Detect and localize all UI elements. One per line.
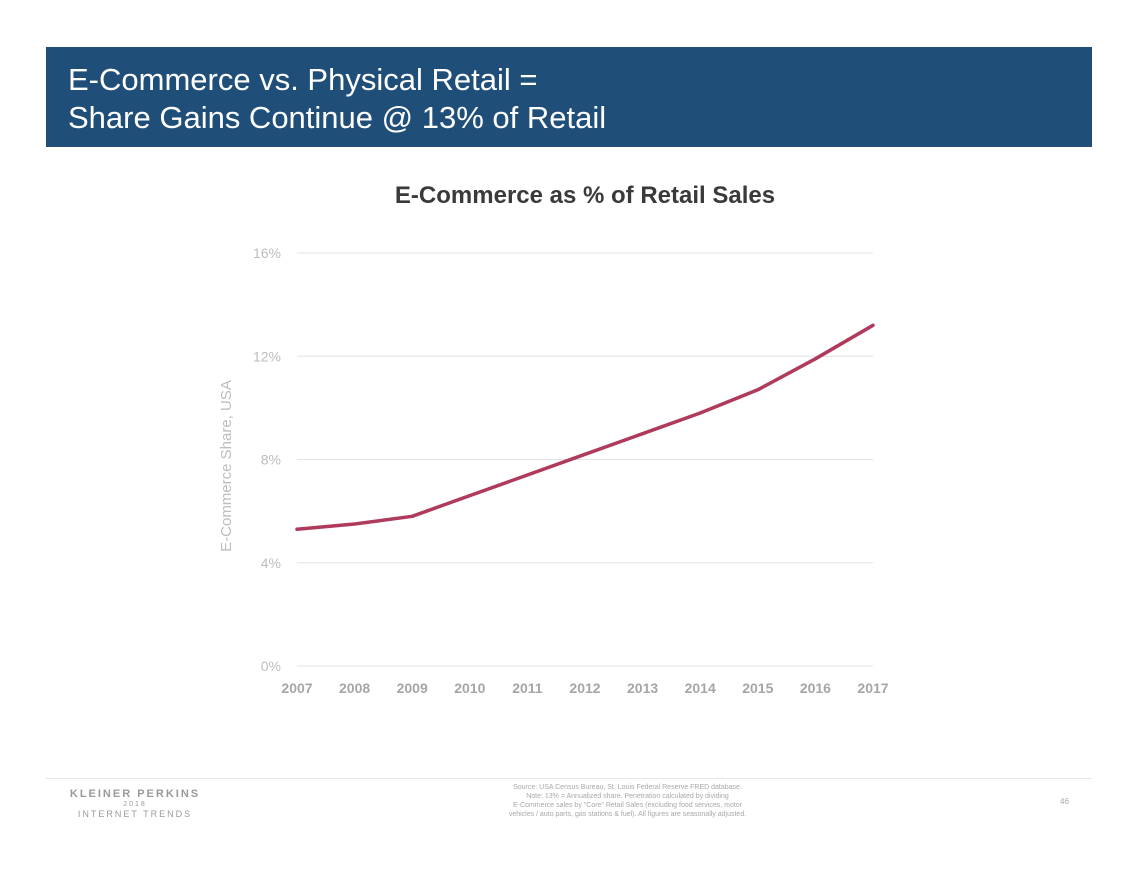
x-tick-label: 2008: [339, 680, 370, 696]
source-line4: vehicles / auto parts, gas stations & fu…: [508, 811, 747, 818]
x-tick-label: 2007: [281, 680, 312, 696]
source-note: Source: USA Census Bureau, St. Louis Fed…: [445, 783, 810, 819]
y-tick-label: 4%: [261, 555, 281, 571]
footer-divider: [46, 778, 1092, 779]
y-tick-label: 0%: [261, 658, 281, 674]
source-line3: E-Commerce sales by "Core" Retail Sales …: [512, 802, 743, 809]
tick-layer: 0% 4% 8% 12% 16% 2007 2008 2009 2010 2011 2012 2013…: [253, 245, 889, 696]
x-tick-label: 2011: [512, 680, 543, 696]
y-axis-label: E-Commerce Share, USA: [218, 380, 235, 552]
x-tick-label: 2016: [800, 680, 831, 696]
x-tick-label: 2012: [569, 680, 600, 696]
x-tick-label: 2014: [685, 680, 716, 696]
y-tick-label: 12%: [253, 348, 281, 364]
y-tick-label: 8%: [261, 452, 281, 468]
title-bar: E-Commerce vs. Physical Retail = Share G…: [46, 47, 1092, 147]
series-layer: [295, 323, 875, 531]
slide-title-line2: Share Gains Continue @ 13% of Retail: [68, 100, 607, 135]
logo-line2: 2018: [123, 801, 147, 808]
x-tick-label: 2010: [454, 680, 485, 696]
x-tick-label: 2017: [857, 680, 888, 696]
logo-line1: KLEINER PERKINS: [69, 788, 201, 800]
x-tick-label: 2009: [397, 680, 428, 696]
logo-line3: INTERNET TRENDS: [77, 809, 193, 819]
x-tick-label: 2013: [627, 680, 658, 696]
source-line1: Source: USA Census Bureau, St. Louis Fed…: [513, 784, 742, 791]
x-tick-label: 2015: [742, 680, 773, 696]
slide-title-line1: E-Commerce vs. Physical Retail =: [68, 62, 538, 97]
grid-layer: [297, 252, 873, 667]
y-tick-label: 16%: [253, 245, 281, 261]
kleiner-perkins-logo: KLEINER PERKINS 2018 INTERNET TRENDS: [60, 788, 210, 819]
source-line2: Note: 13% = Annualized share. Penetratio…: [526, 793, 729, 800]
chart-title: E-Commerce as % of Retail Sales: [394, 182, 776, 209]
page-number: 46: [1060, 797, 1069, 806]
series-line-0: [295, 323, 875, 531]
